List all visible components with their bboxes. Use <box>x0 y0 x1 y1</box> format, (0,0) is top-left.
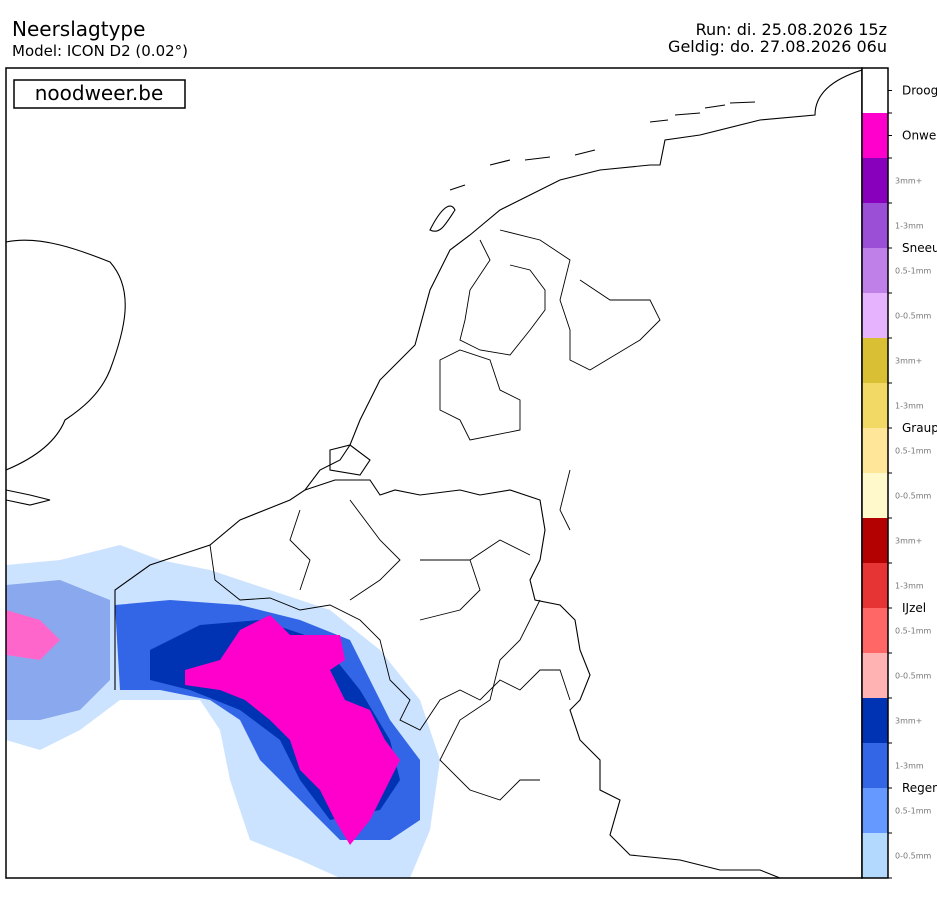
title: Neerslagtype <box>12 17 145 41</box>
legend-swatch <box>862 698 888 743</box>
legend-label: Graup <box>902 421 937 435</box>
legend-label: Droog <box>902 84 937 98</box>
legend-swatch <box>862 383 888 428</box>
legend-level: 0-0.5mm <box>895 672 931 681</box>
legend-swatch <box>862 293 888 338</box>
colorbar-frame <box>861 67 889 879</box>
model: Model: ICON D2 (0.02°) <box>12 42 188 60</box>
watermark: noodweer.be <box>35 81 164 105</box>
legend-level: 0.5-1mm <box>895 627 931 636</box>
legend-level: 0-0.5mm <box>895 492 931 501</box>
legend-swatch <box>862 113 888 158</box>
legend-level: 3mm+ <box>895 177 922 186</box>
map: noodweer.be <box>5 67 863 879</box>
legend-level: 1-3mm <box>895 582 924 591</box>
legend-swatch <box>862 743 888 788</box>
legend-level: 0-0.5mm <box>895 852 931 861</box>
legend-level: 3mm+ <box>895 717 922 726</box>
legend-swatch <box>862 158 888 203</box>
legend-level: 1-3mm <box>895 222 924 231</box>
legend-label: Regen <box>902 781 937 795</box>
legend-swatch <box>862 248 888 293</box>
legend-level: 3mm+ <box>895 537 922 546</box>
legend-swatch <box>862 563 888 608</box>
legend-swatch <box>862 788 888 833</box>
legend-label: Onwe <box>902 129 936 143</box>
legend-swatch <box>862 428 888 473</box>
legend-level: 1-3mm <box>895 402 924 411</box>
legend-swatch <box>862 338 888 383</box>
legend-label: IJzel <box>902 601 926 615</box>
legend-swatch <box>862 203 888 248</box>
legend-level: 0-0.5mm <box>895 312 931 321</box>
legend-swatch <box>862 473 888 518</box>
legend-level: 0.5-1mm <box>895 807 931 816</box>
legend-swatch <box>862 518 888 563</box>
legend-swatch <box>862 833 888 878</box>
legend-label: Sneeu <box>902 241 937 255</box>
valid: Geldig: do. 27.08.2026 06u <box>668 37 887 56</box>
legend-swatch <box>862 608 888 653</box>
legend-level: 1-3mm <box>895 762 924 771</box>
legend-level: 0.5-1mm <box>895 447 931 456</box>
run: Run: di. 25.08.2026 15z <box>696 20 887 39</box>
colorbar: Droog Onwe 3mm+ 1-3mm 0.5-1mm 0-0.5mm Sneeu 3mm… <box>861 67 937 879</box>
legend-swatch <box>862 68 888 113</box>
legend-level: 3mm+ <box>895 357 922 366</box>
legend-swatch <box>862 653 888 698</box>
legend-level: 0.5-1mm <box>895 267 931 276</box>
